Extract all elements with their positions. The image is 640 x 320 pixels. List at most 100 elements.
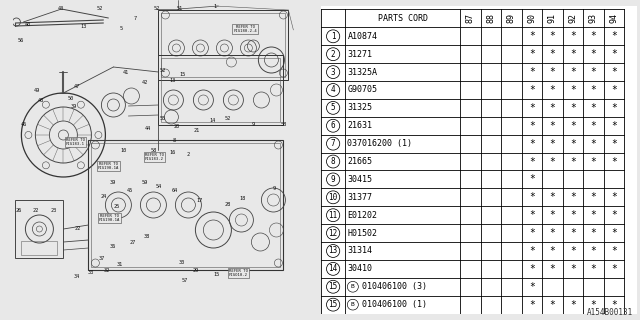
Text: 31: 31 bbox=[116, 262, 122, 268]
Text: 37: 37 bbox=[99, 255, 104, 260]
Text: *: * bbox=[591, 67, 596, 77]
Text: 46: 46 bbox=[20, 122, 26, 126]
Text: *: * bbox=[529, 300, 535, 310]
Text: E01202: E01202 bbox=[348, 211, 378, 220]
Text: *: * bbox=[550, 264, 556, 274]
Text: *: * bbox=[611, 300, 617, 310]
Text: *: * bbox=[550, 103, 556, 113]
Bar bbox=[21, 241, 58, 255]
Text: 10: 10 bbox=[120, 148, 127, 153]
Text: *: * bbox=[529, 210, 535, 220]
Text: 39: 39 bbox=[109, 180, 116, 185]
Text: G90705: G90705 bbox=[348, 85, 378, 94]
Text: 94: 94 bbox=[609, 13, 618, 23]
Text: 24: 24 bbox=[100, 195, 106, 199]
Text: 93: 93 bbox=[589, 13, 598, 23]
Text: 16: 16 bbox=[169, 150, 175, 156]
Text: 30415: 30415 bbox=[348, 175, 372, 184]
Text: *: * bbox=[611, 246, 617, 256]
Text: 36: 36 bbox=[109, 244, 116, 250]
Text: 25: 25 bbox=[113, 204, 120, 209]
Text: 8: 8 bbox=[173, 138, 176, 142]
Text: *: * bbox=[529, 246, 535, 256]
Text: 39: 39 bbox=[70, 105, 77, 109]
Text: 9: 9 bbox=[252, 122, 255, 126]
Text: 13: 13 bbox=[169, 77, 175, 83]
Text: PARTS CORD: PARTS CORD bbox=[378, 14, 428, 23]
Text: 9: 9 bbox=[331, 175, 335, 184]
Text: *: * bbox=[591, 85, 596, 95]
Text: *: * bbox=[529, 49, 535, 59]
Text: 56: 56 bbox=[17, 37, 24, 43]
Text: 9: 9 bbox=[273, 186, 276, 190]
Text: *: * bbox=[529, 192, 535, 202]
Text: *: * bbox=[611, 210, 617, 220]
Text: *: * bbox=[529, 31, 535, 41]
Text: *: * bbox=[570, 192, 576, 202]
Text: *: * bbox=[529, 156, 535, 166]
Text: *: * bbox=[550, 67, 556, 77]
Text: 54: 54 bbox=[156, 185, 161, 189]
Text: 15: 15 bbox=[328, 300, 338, 309]
Text: H01502: H01502 bbox=[348, 228, 378, 237]
Bar bbox=[159, 55, 284, 125]
Text: *: * bbox=[591, 210, 596, 220]
Text: 31325A: 31325A bbox=[348, 68, 378, 76]
Text: 51: 51 bbox=[176, 6, 182, 12]
Text: *: * bbox=[550, 49, 556, 59]
Text: *: * bbox=[570, 300, 576, 310]
Text: 11: 11 bbox=[328, 211, 338, 220]
Text: 28: 28 bbox=[224, 203, 230, 207]
Text: *: * bbox=[611, 49, 617, 59]
Text: 87: 87 bbox=[466, 13, 475, 23]
Text: *: * bbox=[591, 121, 596, 131]
Text: 91: 91 bbox=[548, 13, 557, 23]
Text: 30410: 30410 bbox=[348, 264, 372, 273]
Text: *: * bbox=[550, 85, 556, 95]
Text: *: * bbox=[550, 31, 556, 41]
Text: *: * bbox=[611, 121, 617, 131]
Text: *: * bbox=[570, 103, 576, 113]
Text: 27: 27 bbox=[129, 241, 136, 245]
Text: *: * bbox=[550, 300, 556, 310]
Text: *: * bbox=[570, 139, 576, 149]
Text: 4: 4 bbox=[331, 85, 335, 94]
Text: 38: 38 bbox=[143, 234, 150, 238]
Text: 15: 15 bbox=[213, 273, 220, 277]
Text: 40: 40 bbox=[24, 21, 31, 27]
Text: *: * bbox=[529, 139, 535, 149]
Text: *: * bbox=[611, 85, 617, 95]
Text: 58: 58 bbox=[280, 123, 287, 127]
Text: 30: 30 bbox=[179, 260, 184, 265]
Text: 6: 6 bbox=[331, 121, 335, 130]
Text: 21631: 21631 bbox=[348, 121, 372, 130]
Text: B: B bbox=[351, 302, 355, 307]
Bar bbox=[88, 140, 284, 270]
Text: 90: 90 bbox=[527, 13, 536, 23]
Text: *: * bbox=[570, 246, 576, 256]
Text: *: * bbox=[570, 49, 576, 59]
Text: 41: 41 bbox=[122, 69, 129, 75]
Text: *: * bbox=[570, 156, 576, 166]
Text: 2: 2 bbox=[331, 50, 335, 59]
Text: *: * bbox=[591, 156, 596, 166]
Text: *: * bbox=[529, 103, 535, 113]
Text: 21: 21 bbox=[193, 129, 200, 133]
Text: *: * bbox=[570, 210, 576, 220]
Text: 43: 43 bbox=[57, 6, 63, 12]
Text: *: * bbox=[550, 139, 556, 149]
Text: *: * bbox=[550, 210, 556, 220]
Text: REFER TO
FIGO10-2: REFER TO FIGO10-2 bbox=[229, 269, 248, 277]
Text: *: * bbox=[570, 228, 576, 238]
Text: 52: 52 bbox=[153, 6, 159, 12]
Text: *: * bbox=[591, 31, 596, 41]
Text: *: * bbox=[611, 192, 617, 202]
Text: 1: 1 bbox=[331, 32, 335, 41]
Text: *: * bbox=[611, 139, 617, 149]
Text: *: * bbox=[529, 264, 535, 274]
Text: 14: 14 bbox=[328, 264, 338, 273]
Text: 52: 52 bbox=[159, 68, 166, 73]
Text: *: * bbox=[591, 228, 596, 238]
Text: *: * bbox=[591, 246, 596, 256]
Bar bbox=[159, 10, 289, 80]
